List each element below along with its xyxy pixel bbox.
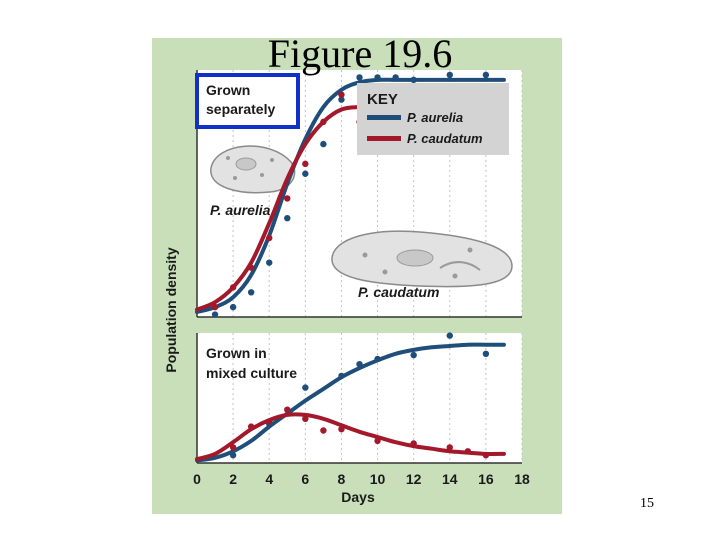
point-aurelia-panel0 <box>266 259 273 266</box>
point-aurelia-panel0 <box>374 74 381 81</box>
panel-label-bottom-line2: mixed culture <box>206 365 297 381</box>
point-aurelia-panel0 <box>211 311 219 318</box>
point-caudatum-panel0 <box>211 303 219 311</box>
point-aurelia-panel1 <box>410 351 417 359</box>
legend-label-caudatum: P. caudatum <box>407 131 483 146</box>
point-aurelia-panel1 <box>482 350 490 357</box>
x-tick-label: 12 <box>406 471 422 487</box>
point-aurelia-panel0 <box>410 76 417 84</box>
point-caudatum-panel0 <box>338 91 345 98</box>
organism-label-aurelia: P. aurelia <box>210 202 271 218</box>
series-layer <box>195 71 506 463</box>
point-caudatum-panel0 <box>302 160 309 168</box>
point-aurelia-panel1 <box>302 384 309 391</box>
point-aurelia-panel0 <box>247 289 255 296</box>
point-caudatum-panel0 <box>320 118 327 126</box>
point-caudatum-panel1 <box>302 415 309 422</box>
panel-label-bottom-line1: Grown in <box>206 345 267 361</box>
point-caudatum-panel1 <box>374 437 381 445</box>
legend-swatch-caudatum <box>367 136 401 141</box>
x-tick-label: 10 <box>370 471 386 487</box>
point-caudatum-panel1 <box>247 423 255 430</box>
curve-caudatum-panel1 <box>195 412 506 462</box>
grown-separately-highlight <box>195 73 300 129</box>
panel-label-top-line1: Grown <box>206 82 250 98</box>
organism-label-caudatum: P. caudatum <box>358 284 439 300</box>
point-caudatum-panel1 <box>338 426 345 433</box>
y-axis-title: Population density <box>163 247 179 372</box>
x-tick-label: 0 <box>193 471 201 487</box>
x-tick-label: 14 <box>442 471 458 487</box>
paramecium-caudatum-illustration <box>331 230 513 288</box>
point-aurelia-panel1 <box>446 332 453 339</box>
point-caudatum-panel1 <box>464 448 472 455</box>
point-caudatum-panel0 <box>247 264 255 271</box>
point-aurelia-panel1 <box>229 452 237 459</box>
legend-label-aurelia: P. aurelia <box>407 110 463 125</box>
slide-title: Figure 19.6 <box>267 31 453 76</box>
x-tick-label: 4 <box>265 471 273 487</box>
point-caudatum-panel0 <box>284 195 291 202</box>
x-tick-label: 18 <box>514 471 530 487</box>
x-tick-label: 8 <box>338 471 346 487</box>
point-aurelia-panel1 <box>356 361 363 368</box>
point-caudatum-panel1 <box>284 406 291 413</box>
panel-label-top: Grown separately <box>206 82 275 117</box>
x-tick-label: 16 <box>478 471 494 487</box>
x-tick-label: 6 <box>301 471 309 487</box>
point-aurelia-panel0 <box>446 71 453 79</box>
point-aurelia-panel0 <box>356 74 363 81</box>
point-caudatum-panel1 <box>410 440 417 447</box>
point-caudatum-panel0 <box>266 234 273 242</box>
point-aurelia-panel1 <box>338 372 345 380</box>
legend-title: KEY <box>367 91 398 108</box>
point-caudatum-panel0 <box>229 284 237 291</box>
point-aurelia-panel0 <box>338 96 345 103</box>
point-caudatum-panel1 <box>446 444 453 451</box>
point-aurelia-panel0 <box>302 170 309 177</box>
page-number: 15 <box>640 496 654 511</box>
point-caudatum-panel1 <box>320 427 327 434</box>
point-aurelia-panel0 <box>392 74 399 81</box>
paramecium-aurelia-illustration <box>210 145 296 194</box>
legend-swatch-aurelia <box>367 115 401 120</box>
point-aurelia-panel1 <box>374 355 381 363</box>
x-tick-label: 2 <box>229 471 237 487</box>
x-axis-title: Days <box>341 489 375 505</box>
point-caudatum-panel1 <box>229 444 237 451</box>
point-aurelia-panel0 <box>482 71 490 79</box>
point-aurelia-panel0 <box>229 303 237 311</box>
point-aurelia-panel0 <box>284 215 291 222</box>
point-caudatum-panel1 <box>266 418 273 425</box>
legend: KEY P. aurelia P. caudatum <box>357 83 509 155</box>
curve-aurelia-panel0 <box>195 77 506 315</box>
curve-aurelia-panel1 <box>195 342 506 463</box>
point-aurelia-panel0 <box>320 140 327 148</box>
panel-label-bottom: Grown in mixed culture <box>206 345 297 381</box>
point-caudatum-panel1 <box>482 452 490 459</box>
panel-label-top-line2: separately <box>206 101 275 117</box>
x-tick-labels: 0 2 4 6 8 10 12 14 16 18 <box>193 471 530 487</box>
